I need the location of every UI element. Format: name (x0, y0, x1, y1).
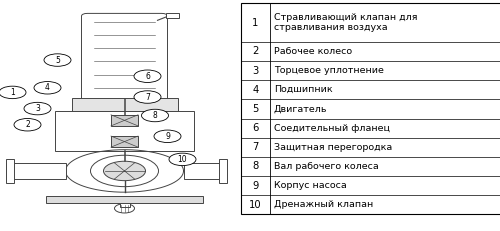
Bar (241, 3, 500, 214)
Circle shape (134, 91, 161, 103)
Bar (6, 163, 66, 179)
Text: Корпус насоса: Корпус насоса (274, 181, 347, 190)
Text: 6: 6 (252, 123, 258, 133)
Text: Стравливающий клапан для
стравливания воздуха: Стравливающий клапан для стравливания во… (274, 13, 418, 32)
Text: 7: 7 (145, 93, 150, 101)
Circle shape (0, 86, 26, 99)
Text: Рабочее колесо: Рабочее колесо (274, 47, 352, 56)
Text: 8: 8 (152, 111, 158, 120)
Text: 9: 9 (252, 181, 258, 191)
Circle shape (90, 155, 158, 187)
Bar (166, 13, 179, 18)
Bar (219, 159, 227, 183)
Bar (120, 203, 130, 207)
Text: Двигатель: Двигатель (274, 104, 328, 113)
Bar (6, 159, 14, 183)
Bar (72, 98, 178, 111)
Circle shape (34, 82, 61, 94)
Text: 3: 3 (252, 66, 258, 76)
Circle shape (24, 102, 51, 115)
Text: 2: 2 (25, 120, 30, 129)
Text: 3: 3 (35, 104, 40, 113)
Circle shape (169, 153, 196, 166)
Text: 4: 4 (252, 85, 258, 95)
Text: 1: 1 (252, 18, 258, 28)
Text: 10: 10 (178, 155, 188, 164)
Text: Торцевое уплотнение: Торцевое уплотнение (274, 66, 384, 75)
Bar (111, 115, 138, 126)
Circle shape (114, 204, 134, 213)
Text: 1: 1 (10, 88, 15, 97)
Circle shape (142, 109, 169, 122)
Circle shape (104, 161, 146, 181)
Text: 5: 5 (55, 56, 60, 64)
Bar (111, 136, 138, 147)
Circle shape (14, 119, 41, 131)
Circle shape (134, 70, 161, 82)
Text: 10: 10 (249, 200, 262, 210)
FancyBboxPatch shape (82, 13, 168, 101)
Text: 9: 9 (165, 132, 170, 141)
Text: 6: 6 (145, 72, 150, 81)
Circle shape (154, 130, 181, 143)
Text: 7: 7 (252, 142, 258, 152)
Text: Вал рабочего колеса: Вал рабочего колеса (274, 162, 379, 171)
Text: 5: 5 (252, 104, 258, 114)
Text: Дренажный клапан: Дренажный клапан (274, 200, 373, 209)
Bar (46, 196, 203, 203)
Bar (184, 163, 226, 179)
Text: 8: 8 (252, 161, 258, 171)
Circle shape (44, 54, 71, 66)
Bar (55, 111, 194, 151)
Text: Соедительный фланец: Соедительный фланец (274, 124, 390, 133)
Text: Защитная перегородка: Защитная перегородка (274, 143, 392, 152)
Text: 4: 4 (45, 83, 50, 92)
Text: 2: 2 (252, 46, 258, 56)
Text: Подшипник: Подшипник (274, 85, 332, 94)
